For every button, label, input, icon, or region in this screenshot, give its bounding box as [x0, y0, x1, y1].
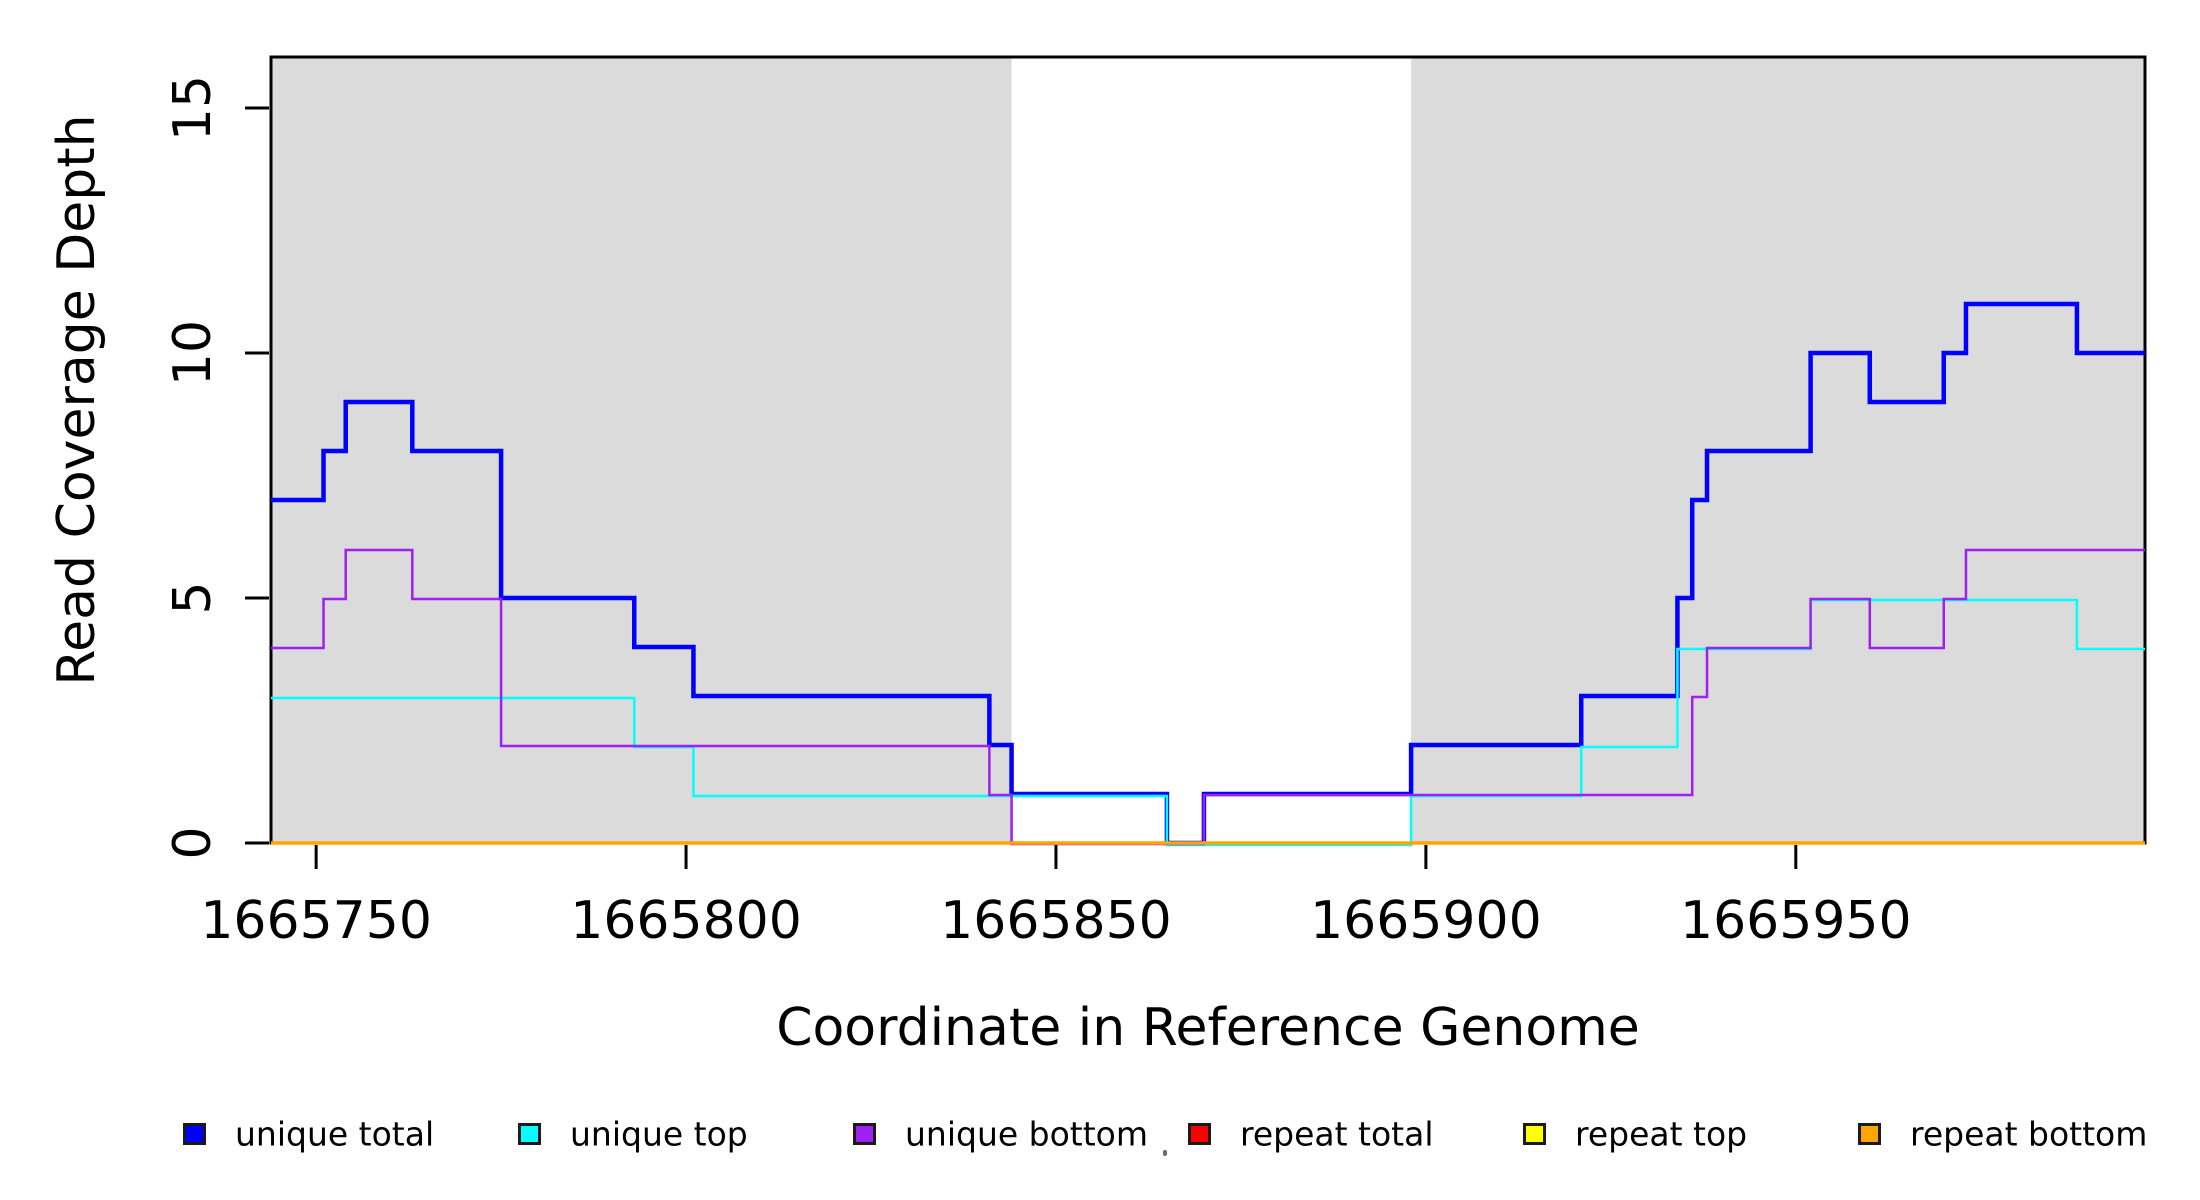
x-tick-label-1665850: 1665850 [940, 891, 1172, 951]
legend-label-unique-total: unique total [235, 1114, 435, 1154]
legend-swatch-unique-top [518, 1123, 541, 1145]
y-axis-title: Read Coverage Depth [47, 114, 107, 686]
y-tick-label-10: 10 [163, 319, 223, 387]
legend-label-repeat-top: repeat top [1575, 1114, 1748, 1154]
y-tick-label-15: 15 [163, 74, 223, 142]
series-line-unique-bottom [271, 548, 2145, 846]
shaded-region-0 [271, 57, 1012, 843]
y-tick-label-0: 0 [163, 826, 223, 860]
legend-label-repeat-total: repeat total [1240, 1114, 1434, 1154]
legend-swatch-repeat-bottom [1858, 1123, 1881, 1145]
x-tick-label-1665950: 1665950 [1680, 891, 1912, 951]
x-tick-label-1665900: 1665900 [1310, 891, 1542, 951]
legend-label-unique-top: unique top [570, 1114, 748, 1154]
legend-swatch-unique-total [183, 1123, 206, 1145]
x-axis-title: Coordinate in Reference Genome [776, 998, 1640, 1058]
legend-swatch-unique-bottom [853, 1123, 876, 1145]
stray-mark-icon [1163, 1150, 1167, 1156]
legend-swatch-repeat-top [1523, 1123, 1546, 1145]
legend-swatch-repeat-total [1188, 1123, 1211, 1145]
y-tick-label-5: 5 [163, 581, 223, 615]
legend-label-unique-bottom: unique bottom [905, 1114, 1149, 1154]
x-tick-label-1665750: 1665750 [200, 891, 432, 951]
legend-label-repeat-bottom: repeat bottom [1910, 1114, 2148, 1154]
x-tick-label-1665800: 1665800 [570, 891, 802, 951]
